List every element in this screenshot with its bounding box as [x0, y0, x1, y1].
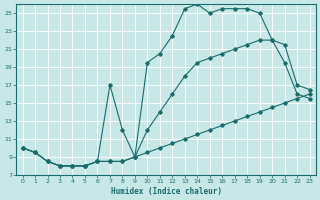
X-axis label: Humidex (Indice chaleur): Humidex (Indice chaleur): [111, 187, 221, 196]
